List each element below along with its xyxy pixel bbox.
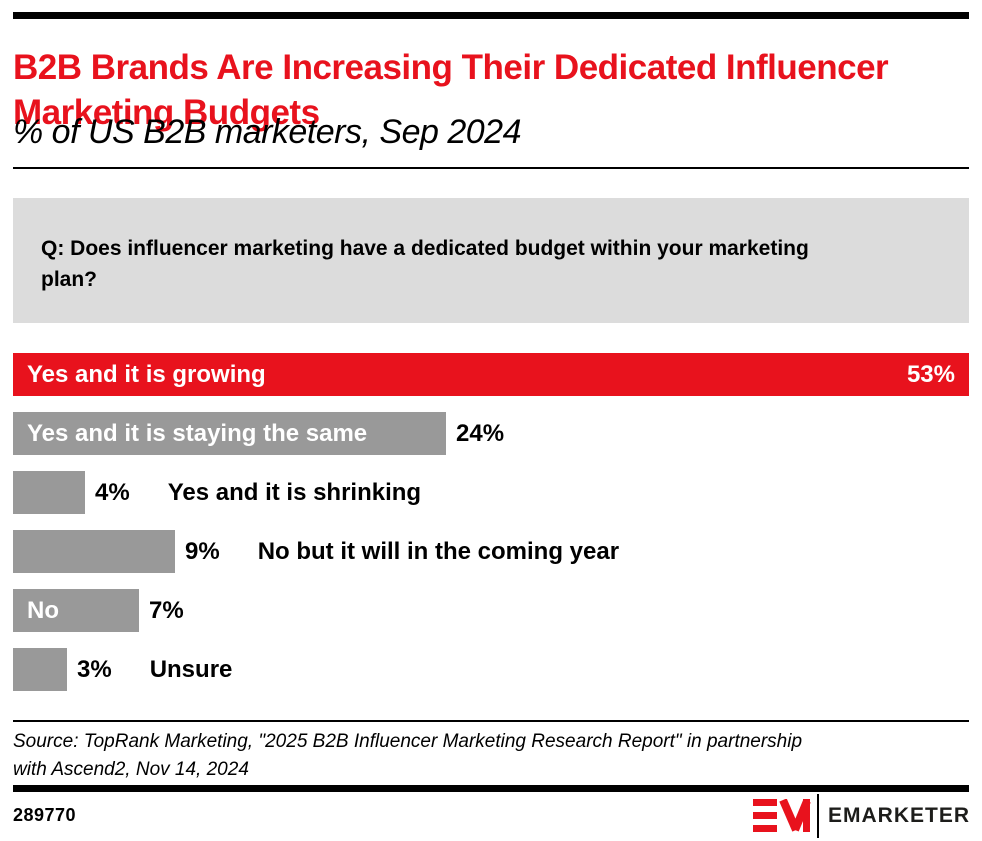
bar-segment: Yes and it is staying the same bbox=[13, 412, 446, 455]
source-divider bbox=[13, 720, 969, 722]
emarketer-logo-icon bbox=[752, 798, 811, 832]
bar-category-label: Unsure bbox=[149, 655, 233, 683]
bar-row: 4% Yes and it is shrinking bbox=[13, 471, 969, 514]
bar-row: 9% No but it will in the coming year bbox=[13, 530, 969, 573]
top-divider bbox=[13, 12, 969, 19]
bar-value-label: 9% bbox=[185, 537, 220, 565]
bar-category-label: No bbox=[27, 596, 59, 624]
bar-category-label: No but it will in the coming year bbox=[257, 537, 620, 565]
footer-divider bbox=[13, 785, 969, 792]
chart-subtitle: % of US B2B marketers, Sep 2024 bbox=[13, 113, 521, 151]
logo-divider bbox=[816, 793, 819, 838]
bar-value-label: 3% bbox=[77, 655, 112, 683]
bar-category-label: Yes and it is staying the same bbox=[27, 419, 368, 447]
bar-value-label: 7% bbox=[149, 596, 184, 624]
bar-segment bbox=[13, 648, 67, 691]
bar-row: 3% Unsure bbox=[13, 648, 969, 691]
bar-segment bbox=[13, 530, 175, 573]
bar-value-label: 24% bbox=[456, 419, 505, 447]
bar-category-label: Yes and it is growing bbox=[27, 360, 266, 388]
chart-id: 289770 bbox=[13, 805, 77, 825]
bar-chart: Yes and it is growing 53% Yes and it is st… bbox=[13, 353, 969, 707]
bar-segment: Yes and it is growing 53% bbox=[13, 353, 969, 396]
bar-segment: No bbox=[13, 589, 139, 632]
survey-question-text: Q: Does influencer marketing have a dedi… bbox=[41, 237, 809, 291]
bar-row: Yes and it is staying the same 24% bbox=[13, 412, 969, 455]
bar-segment bbox=[13, 471, 85, 514]
bar-value-label: 53% bbox=[906, 360, 955, 388]
brand-lockup: EMARKETER bbox=[752, 793, 970, 838]
bar-row: No 7% bbox=[13, 589, 969, 632]
subtitle-divider bbox=[13, 167, 969, 169]
bar-row: Yes and it is growing 53% bbox=[13, 353, 969, 396]
brand-name: EMARKETER bbox=[827, 803, 970, 827]
chart-title: B2B Brands Are Increasing Their Dedicate… bbox=[13, 48, 889, 133]
bar-value-label: 4% bbox=[95, 478, 130, 506]
survey-question-box: Q: Does influencer marketing have a dedi… bbox=[13, 198, 969, 323]
bar-category-label: Yes and it is shrinking bbox=[167, 478, 422, 506]
source-attribution: Source: TopRank Marketing, "2025 B2B Inf… bbox=[13, 731, 803, 780]
